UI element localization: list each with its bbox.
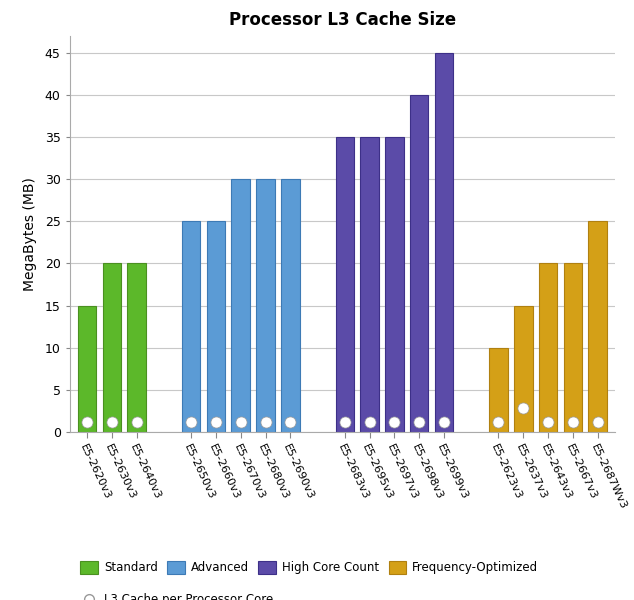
Bar xyxy=(231,179,250,432)
Bar xyxy=(335,137,354,432)
Bar xyxy=(489,348,508,432)
Y-axis label: MegaBytes (MB): MegaBytes (MB) xyxy=(22,177,37,291)
Bar xyxy=(256,179,275,432)
Bar xyxy=(360,137,379,432)
Bar xyxy=(385,137,404,432)
Bar xyxy=(588,221,607,432)
Bar xyxy=(281,179,300,432)
Title: Processor L3 Cache Size: Processor L3 Cache Size xyxy=(229,11,456,29)
Legend: L3 Cache per Processor Core: L3 Cache per Processor Core xyxy=(75,589,278,600)
Bar xyxy=(182,221,200,432)
Bar xyxy=(564,263,582,432)
Bar xyxy=(127,263,146,432)
Bar xyxy=(539,263,557,432)
Bar xyxy=(435,53,453,432)
Bar xyxy=(207,221,225,432)
Bar xyxy=(103,263,121,432)
Bar xyxy=(410,95,429,432)
Bar xyxy=(514,305,533,432)
Bar xyxy=(78,305,96,432)
